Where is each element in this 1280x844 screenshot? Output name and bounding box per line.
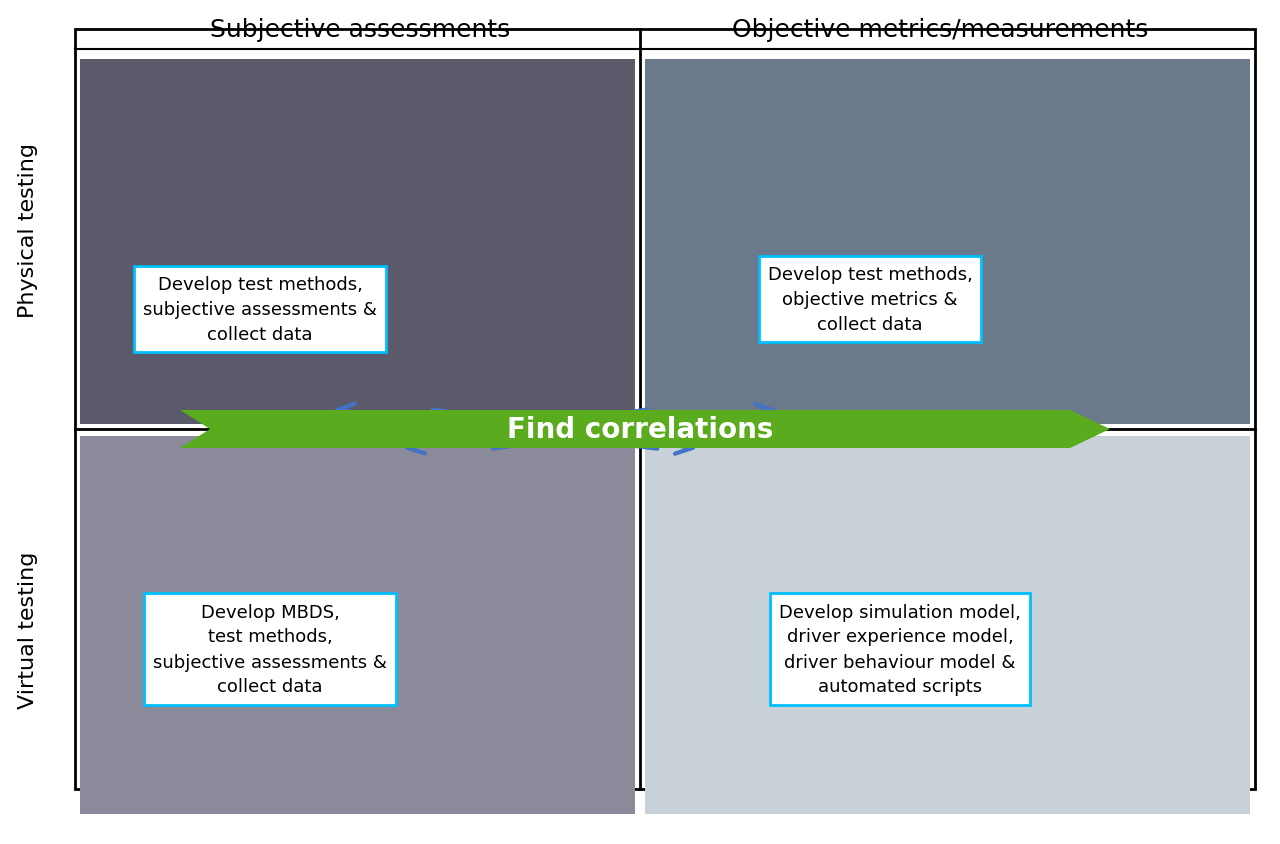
FancyBboxPatch shape — [645, 436, 1251, 814]
Text: Virtual testing: Virtual testing — [18, 550, 38, 708]
FancyBboxPatch shape — [81, 60, 635, 425]
Polygon shape — [180, 410, 1110, 448]
Text: Develop test methods,
subjective assessments &
collect data: Develop test methods, subjective assessm… — [143, 276, 376, 344]
FancyBboxPatch shape — [645, 60, 1251, 425]
FancyBboxPatch shape — [81, 436, 635, 814]
Text: Objective metrics/measurements: Objective metrics/measurements — [732, 18, 1148, 42]
Text: Physical testing: Physical testing — [18, 143, 38, 317]
Text: Develop simulation model,
driver experience model,
driver behaviour model &
auto: Develop simulation model, driver experie… — [780, 603, 1021, 695]
Text: Find correlations: Find correlations — [507, 415, 773, 443]
Text: Subjective assessments: Subjective assessments — [210, 18, 511, 42]
Text: Develop test methods,
objective metrics &
collect data: Develop test methods, objective metrics … — [768, 266, 973, 333]
Text: Develop MBDS,
test methods,
subjective assessments &
collect data: Develop MBDS, test methods, subjective a… — [154, 603, 387, 695]
